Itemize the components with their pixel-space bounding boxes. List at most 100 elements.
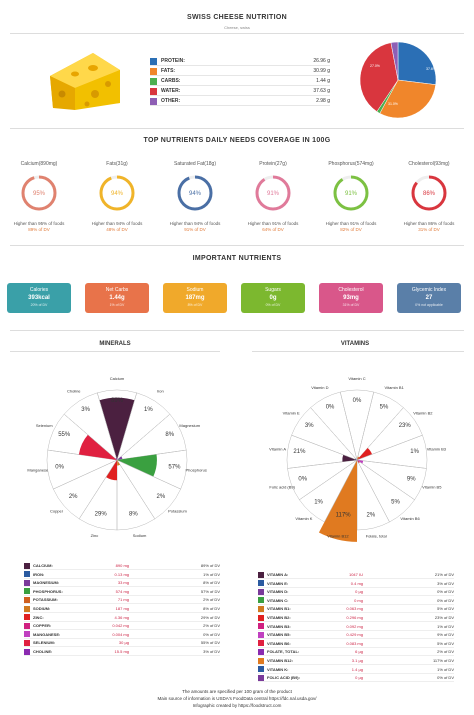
row-value: 0.042 mg [112, 623, 129, 629]
row-dv: 0% of DV [437, 675, 454, 681]
table-row: VITAMIN E: 0.4 mg 3% of DV [258, 580, 454, 588]
row-value: 15.5 mg [114, 649, 129, 654]
row-value: 0.296 mg [346, 615, 363, 620]
row-dv: 117% of DV [432, 658, 454, 663]
coverage-pct: 95% [33, 191, 46, 197]
row-value: 0 mg [354, 597, 363, 603]
row-name: CALCIUM: [33, 563, 53, 568]
table-row: VITAMIN C: 0 mg 0% of DV [258, 597, 454, 605]
row-value: 0 µg [355, 675, 363, 681]
color-swatch [24, 622, 30, 629]
card-value: 393kcal [28, 295, 50, 301]
row-name: COPPER: [33, 623, 52, 629]
coverage-label: Protein(27g) [259, 161, 287, 167]
composition-row: WATER: 37.63 g [150, 87, 330, 96]
radial-label: Vitamin A [269, 446, 286, 451]
row-name: SELENIUM: [33, 640, 55, 646]
pie-slice [390, 41, 399, 81]
table-row: MAGNESIUM: 33 mg 8% of DV [24, 579, 220, 588]
color-swatch [258, 597, 264, 604]
table-row: VITAMIN B6: 0.083 mg 5% of DV [258, 640, 454, 648]
row-name: VITAMIN B12: [267, 658, 293, 663]
color-swatch [150, 97, 157, 105]
color-swatch [24, 614, 30, 621]
radial-pct: 21% [293, 449, 306, 455]
row-dv: 0% of DV [203, 631, 220, 637]
color-swatch [258, 571, 264, 578]
color-swatch [258, 614, 264, 621]
color-swatch [24, 588, 30, 595]
radial-pct: 89% [111, 398, 124, 404]
coverage-text: Higher than 94% of foods 48% of DV [91, 221, 143, 232]
radial-sector [106, 460, 117, 481]
row-dv: 29% of DV [200, 614, 220, 620]
table-row: MANGANESE: 0.004 mg 0% of DV [24, 631, 220, 639]
row-name: VITAMIN A: [267, 572, 289, 577]
row-name: MANGANESE: [33, 631, 61, 637]
radial-sector-outline [356, 459, 390, 531]
row-name: POTASSIUM: [33, 597, 58, 603]
coverage-text: Higher than 91% of foods 64% of DV [247, 221, 299, 232]
row-value: 33 mg [117, 580, 129, 586]
row-name: VITAMIN B1: [267, 606, 291, 612]
row-value: 0.4 mg [350, 580, 363, 586]
radial-sector [115, 457, 117, 460]
radial-sector [117, 460, 121, 466]
radial-pct: 2% [367, 512, 376, 518]
card-title: Cholesterol [338, 287, 364, 293]
radial-pct: 0% [326, 405, 335, 411]
coverage-ring: 94% [99, 175, 135, 211]
radial-sector [342, 454, 357, 462]
color-swatch [258, 674, 264, 681]
radial-sector [117, 456, 123, 460]
coverage-text: Higher than 94% of foods 91% of DV [169, 221, 221, 232]
radial-label: Vitamin B5 [422, 484, 442, 489]
coverage-pct: 94% [111, 191, 124, 197]
coverage-arc [21, 175, 57, 211]
card-sub: 0% not applicable [415, 303, 443, 307]
row-name: VITAMIN D: [267, 589, 289, 595]
page-title: SWISS CHEESE NUTRITION [187, 14, 287, 21]
row-value: 187 mg [115, 606, 129, 611]
footer-source: Main source of information is USDA's Foo… [157, 696, 317, 701]
radial-sector-outline [63, 392, 118, 461]
color-swatch [24, 605, 30, 612]
radial-pct: 1% [410, 449, 419, 455]
row-name: VITAMIN K: [267, 666, 289, 672]
radial-label: Magnesium [179, 423, 200, 428]
composition-row: OTHER: 2.98 g [150, 97, 330, 106]
row-name: MAGNESIUM: [33, 580, 60, 586]
row-name: VITAMIN B5: [267, 632, 291, 638]
row-dv: 8% of DV [203, 606, 220, 611]
coverage-label: Fats(31g) [106, 161, 128, 167]
row-name: ZINC: [33, 614, 44, 620]
row-name: FOLIC ACID (B9): [267, 675, 300, 681]
radial-sector-outline [356, 391, 404, 461]
divider [10, 330, 464, 331]
radial-label: Vitamin B3 [427, 446, 447, 451]
coverage-ring: 86% [411, 175, 447, 211]
row-dv: 21% of DV [434, 572, 454, 577]
card-sub: 0% of DV [265, 303, 281, 307]
radial-pct: 29% [95, 512, 108, 518]
row-name: SODIUM: [33, 606, 51, 611]
table-row: VITAMIN A: 1047 IU 21% of DV [258, 571, 454, 579]
row-dv: 55% of DV [200, 640, 220, 646]
color-swatch [258, 657, 264, 664]
row-name: PHOSPHORUS: [33, 588, 63, 594]
coverage-title: TOP NUTRIENTS DAILY NEEDS COVERAGE IN 10… [143, 137, 331, 144]
radial-pct: 8% [165, 432, 174, 438]
card-sub: 20% of DV [30, 303, 48, 307]
coverage-ring: 91% [333, 175, 369, 211]
nutrient-card: Glycemic Index 27 0% not applicable [397, 283, 461, 313]
row-dv: 2% of DV [437, 649, 454, 655]
coverage-arc [177, 175, 213, 211]
row-dv: 1% of DV [203, 571, 220, 577]
radial-label: Phosphorus [186, 467, 207, 472]
radial-sector-outline [310, 391, 358, 461]
radial-label: Copper [50, 508, 64, 513]
radial-label: Vitamin E [283, 411, 300, 416]
color-swatch [24, 562, 30, 569]
coverage-text: Higher than 91% of foods 82% of DV [325, 221, 377, 232]
divider [10, 33, 464, 34]
